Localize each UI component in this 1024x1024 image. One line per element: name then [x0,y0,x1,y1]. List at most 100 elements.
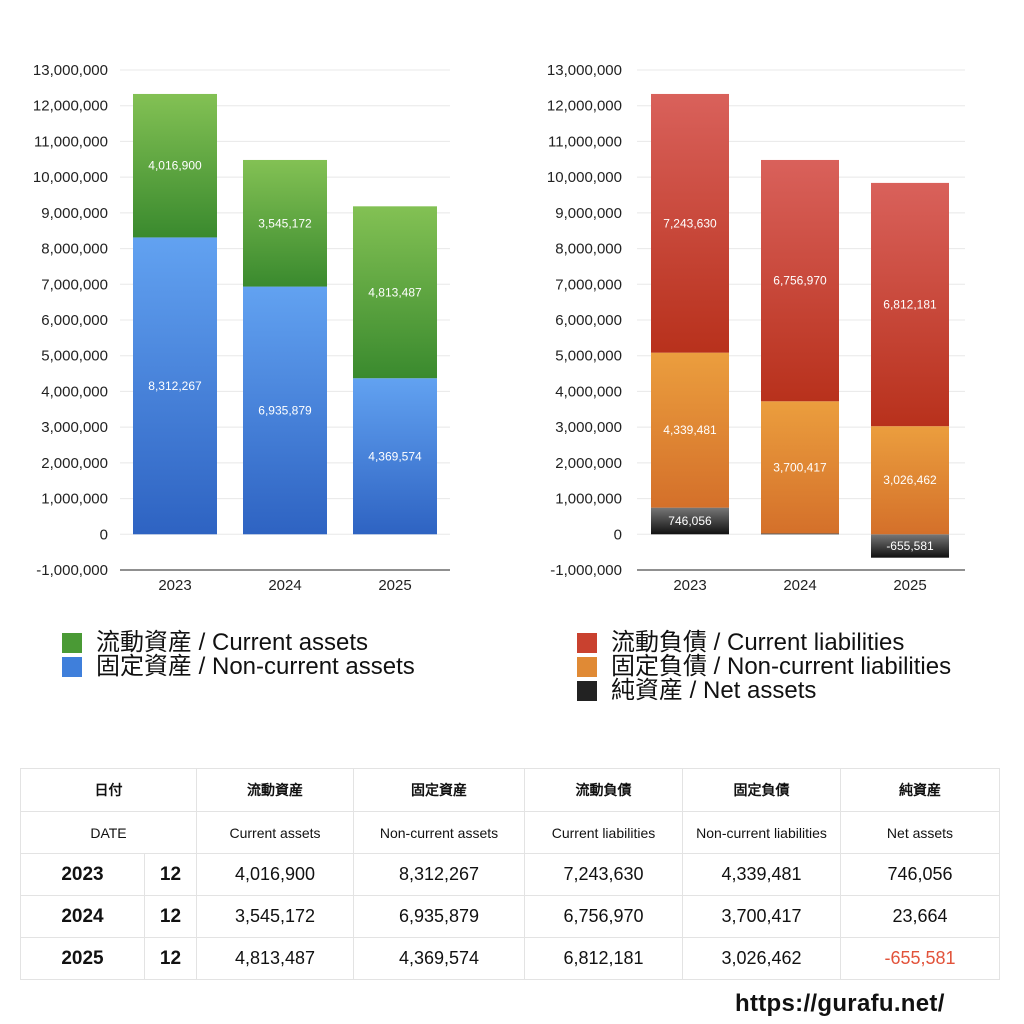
y-tick-label: 3,000,000 [555,419,622,436]
bar-data-label: 7,243,630 [663,216,717,230]
legend-item: 流動負債 / Current liabilities [577,631,951,655]
row-year: 2025 [20,937,145,980]
cell-noncurrent-assets: 6,935,879 [353,895,525,938]
table-header-jp: 日付 流動資産 固定資産 流動負債 固定負債 純資産 [20,768,1000,812]
bar-data-label: 4,813,487 [368,285,422,299]
header-net-assets-jp: 純資産 [840,768,1000,812]
bar-data-label: -655,581 [886,539,934,553]
bar-segment [353,206,437,379]
header-date-jp: 日付 [20,768,197,812]
bar-segment [651,507,729,535]
header-date-en: DATE [20,811,197,854]
cell-current-assets: 4,813,487 [196,937,354,980]
bar-segment [651,352,729,508]
bar-data-label: 746,056 [668,514,712,528]
y-tick-label: 10,000,000 [33,169,108,186]
legend-label: 流動負債 / Current liabilities [611,629,905,656]
bar-data-label: 8,312,267 [148,379,202,393]
y-tick-label: 2,000,000 [555,455,622,472]
y-tick-label: 11,000,000 [548,133,622,150]
legend-swatch [577,681,597,701]
bar-segment [761,401,839,534]
header-noncurrent-liabilities-en: Non-current liabilities [682,811,841,854]
cell-net-assets: 746,056 [840,853,1000,896]
header-current-liabilities-en: Current liabilities [524,811,683,854]
legend-label: 固定資産 / Non-current assets [96,653,415,680]
y-tick-label: 7,000,000 [555,276,622,293]
legend-item: 固定負債 / Non-current liabilities [577,655,951,679]
chart-liab: -1,000,000 0 1,000,000 2,000,000 3,000,000 4,… [547,62,965,594]
y-tick-label: 10,000,000 [547,169,622,186]
y-tick-label: 4,000,000 [555,383,622,400]
y-tick-label: 1,000,000 [41,491,108,508]
bar-data-label: 3,700,417 [773,460,827,474]
bar-data-label: 6,812,181 [883,298,937,312]
cell-current-liabilities: 7,243,630 [524,853,683,896]
header-noncurrent-assets-jp: 固定資産 [353,768,525,812]
y-tick-label: 4,000,000 [41,383,108,400]
y-tick-label: 9,000,000 [555,205,622,222]
y-tick-label: 9,000,000 [41,205,108,222]
x-tick-label: 2025 [893,577,926,594]
chart-assets: -1,000,000 0 1,000,000 2,000,000 3,000,000 4,… [33,62,450,594]
cell-noncurrent-liabilities: 3,700,417 [682,895,841,938]
legend-label: 固定負債 / Non-current liabilities [611,653,952,680]
bar-data-label: 6,935,879 [258,403,312,417]
y-tick-label: 5,000,000 [555,348,622,365]
cell-current-liabilities: 6,812,181 [524,937,683,980]
header-noncurrent-liabilities-jp: 固定負債 [682,768,841,812]
table-row: 2023 12 4,016,900 8,312,267 7,243,630 4,… [20,853,1000,896]
legend-label: 流動資産 / Current assets [96,629,369,656]
table-header-en: DATE Current assets Non-current assets C… [20,811,1000,854]
bar-segment [353,378,437,535]
bar-data-label: 3,545,172 [258,216,312,230]
row-year: 2024 [20,895,145,938]
y-tick-label: 11,000,000 [34,133,108,150]
y-tick-label: -1,000,000 [550,562,622,579]
x-tick-label: 2024 [783,577,816,594]
y-tick-label: 12,000,000 [33,98,108,115]
bar-segment [871,534,949,558]
y-tick-label: 5,000,000 [41,348,108,365]
site-url-link[interactable]: https://gurafu.net/ [735,990,945,1017]
y-tick-label: 7,000,000 [41,276,108,293]
header-noncurrent-assets-en: Non-current assets [353,811,525,854]
row-year: 2023 [20,853,145,896]
legend-label: 純資産 / Net assets [611,677,817,704]
bar-segment [761,159,839,402]
bar-data-label: 4,339,481 [663,423,717,437]
cell-noncurrent-liabilities: 4,339,481 [682,853,841,896]
cell-net-assets: -655,581 [840,937,1000,980]
legend-assets: 流動資産 / Current assets 固定資産 / Non-current … [62,631,415,679]
y-tick-label: 6,000,000 [41,312,108,329]
cell-noncurrent-liabilities: 3,026,462 [682,937,841,980]
bar-data-label: 6,756,970 [773,274,827,288]
legend-swatch [577,657,597,677]
y-tick-label: 12,000,000 [547,98,622,115]
legend-item: 固定資産 / Non-current assets [62,655,415,679]
row-month: 12 [144,895,197,938]
cell-current-liabilities: 6,756,970 [524,895,683,938]
bar-data-label: 4,016,900 [148,159,202,173]
legend-swatch [577,633,597,653]
row-month: 12 [144,937,197,980]
x-tick-label: 2023 [158,577,191,594]
y-tick-label: 8,000,000 [555,241,622,258]
bar-segment [761,533,839,535]
y-tick-label: 2,000,000 [41,455,108,472]
bar-segment [243,286,327,535]
y-tick-label: 0 [614,526,622,543]
cell-noncurrent-assets: 8,312,267 [353,853,525,896]
bar-data-label: 3,026,462 [883,473,937,487]
y-tick-label: 6,000,000 [555,312,622,329]
legend-swatch [62,633,82,653]
balance-sheet-charts: -1,000,000 0 1,000,000 2,000,000 3,000,000 4,… [33,62,965,594]
x-tick-label: 2025 [378,577,411,594]
header-current-assets-jp: 流動資産 [196,768,354,812]
y-tick-label: 1,000,000 [555,491,622,508]
bar-segment [243,159,327,287]
x-tick-label: 2023 [673,577,706,594]
legend-swatch [62,657,82,677]
legend-item: 純資産 / Net assets [577,679,951,703]
table-row: 2025 12 4,813,487 4,369,574 6,812,181 3,… [20,937,1000,980]
